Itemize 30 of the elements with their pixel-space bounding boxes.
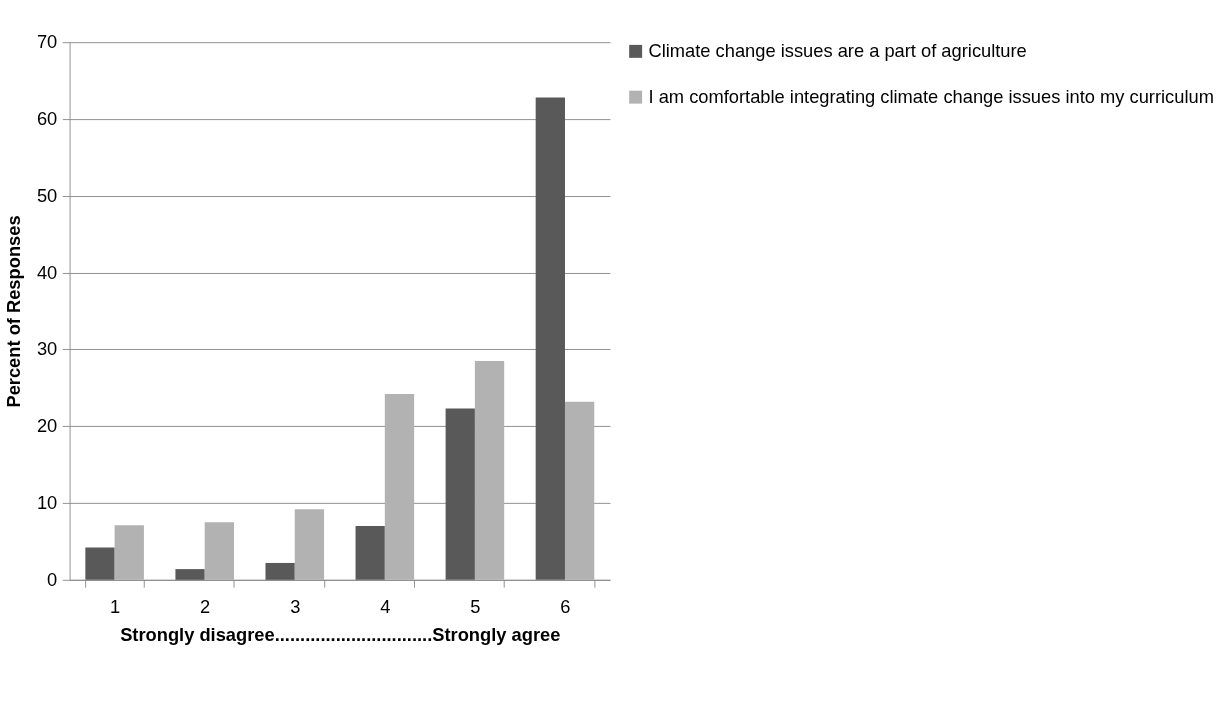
y-tick-label: 0 [47,568,58,590]
y-tick-label: 10 [36,491,58,513]
bar [114,525,144,580]
y-axis-title: Percent of Responses [3,215,25,408]
y-tick-label: 60 [36,107,58,129]
x-tick-label: 1 [110,596,121,618]
bar [265,562,295,580]
y-tick-label: 30 [36,338,58,360]
bar [445,408,475,580]
bar [535,97,565,580]
bar [175,569,205,580]
legend-label: I am comfortable integrating climate change issues into my curriculum [648,85,1214,107]
x-tick-label: 3 [290,596,301,618]
x-axis-title: Strongly disagree...............................Strongly agree [120,623,561,645]
bar [564,401,595,580]
x-tick-label: 4 [380,596,391,618]
y-tick-label: 40 [36,261,58,283]
bar [355,526,385,580]
x-tick-label: 2 [200,596,211,618]
bar [384,393,415,580]
x-tick-label: 5 [470,596,481,618]
legend-label: Climate change issues are a part of agriculture [648,39,1027,61]
y-tick-label: 20 [36,415,58,437]
bar [294,509,325,580]
bar [204,522,234,580]
y-tick-label: 50 [36,184,58,206]
x-tick-label: 6 [560,596,571,618]
bar [85,547,115,580]
y-tick-label: 70 [36,31,58,53]
bar [474,360,505,580]
